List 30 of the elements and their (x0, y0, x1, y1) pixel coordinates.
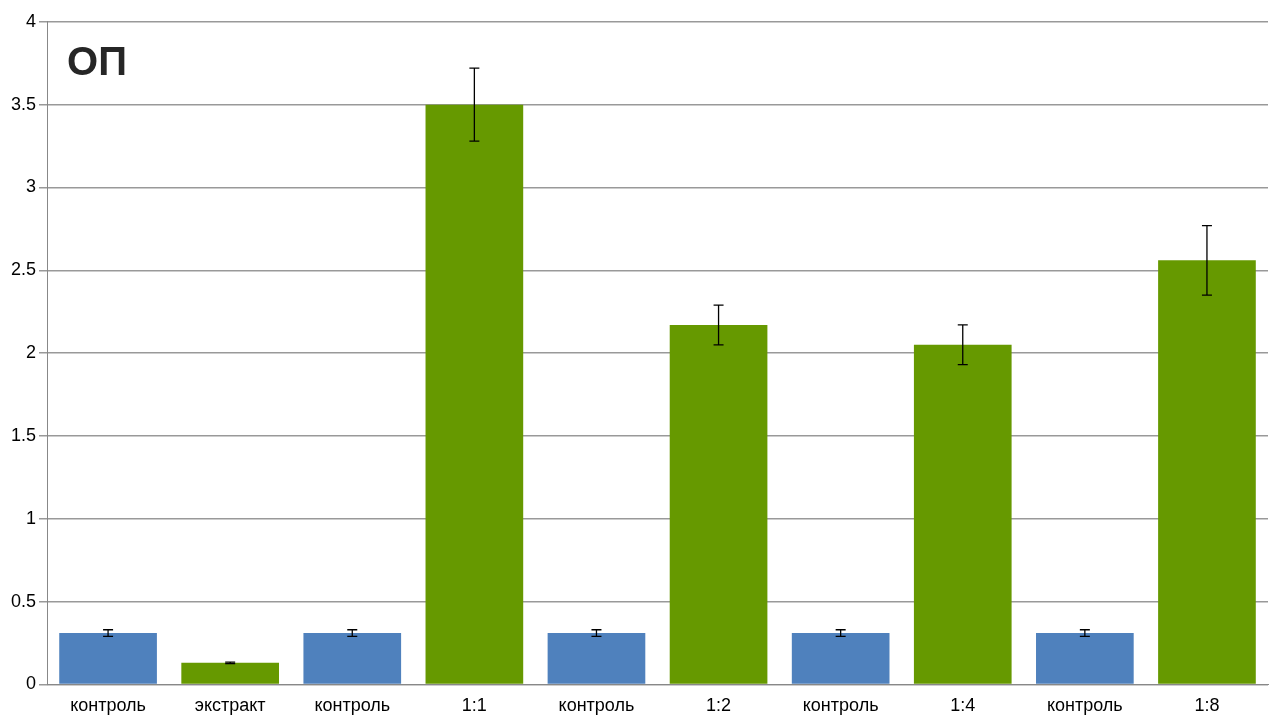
y-tick-label: 0 (26, 673, 37, 694)
bar (1158, 260, 1256, 684)
y-tick-label: 0.5 (10, 590, 37, 611)
bar (181, 662, 280, 684)
bar (913, 344, 1012, 684)
bar (1036, 633, 1134, 684)
y-tick-label: 2.5 (10, 259, 37, 280)
bar (425, 104, 524, 684)
y-tick-label: 3 (26, 176, 37, 197)
chart-title: ОП (67, 38, 127, 83)
x-tick-label: контроль (70, 695, 146, 716)
bar (547, 633, 646, 684)
x-tick-label: контроль (314, 695, 391, 716)
x-tick-label: 1:1 (461, 695, 487, 716)
x-tick-label: контроль (802, 695, 879, 716)
y-tick-label: 3.5 (10, 93, 37, 114)
y-tick-label: 4 (26, 10, 37, 31)
y-tick-label: 1 (26, 507, 37, 528)
x-tick-label: 1:4 (950, 695, 976, 716)
x-tick-label: 1:8 (1194, 695, 1220, 716)
bar (59, 633, 157, 684)
x-tick-label: контроль (1046, 695, 1123, 716)
bar (303, 633, 402, 684)
y-tick-label: 1.5 (10, 424, 37, 445)
x-tick-label: контроль (558, 695, 635, 716)
bar (791, 633, 890, 684)
x-tick-label: 1:2 (706, 695, 732, 716)
x-tick-label: экстракт (194, 695, 266, 716)
bar (669, 324, 768, 684)
y-tick-label: 2 (26, 342, 37, 363)
